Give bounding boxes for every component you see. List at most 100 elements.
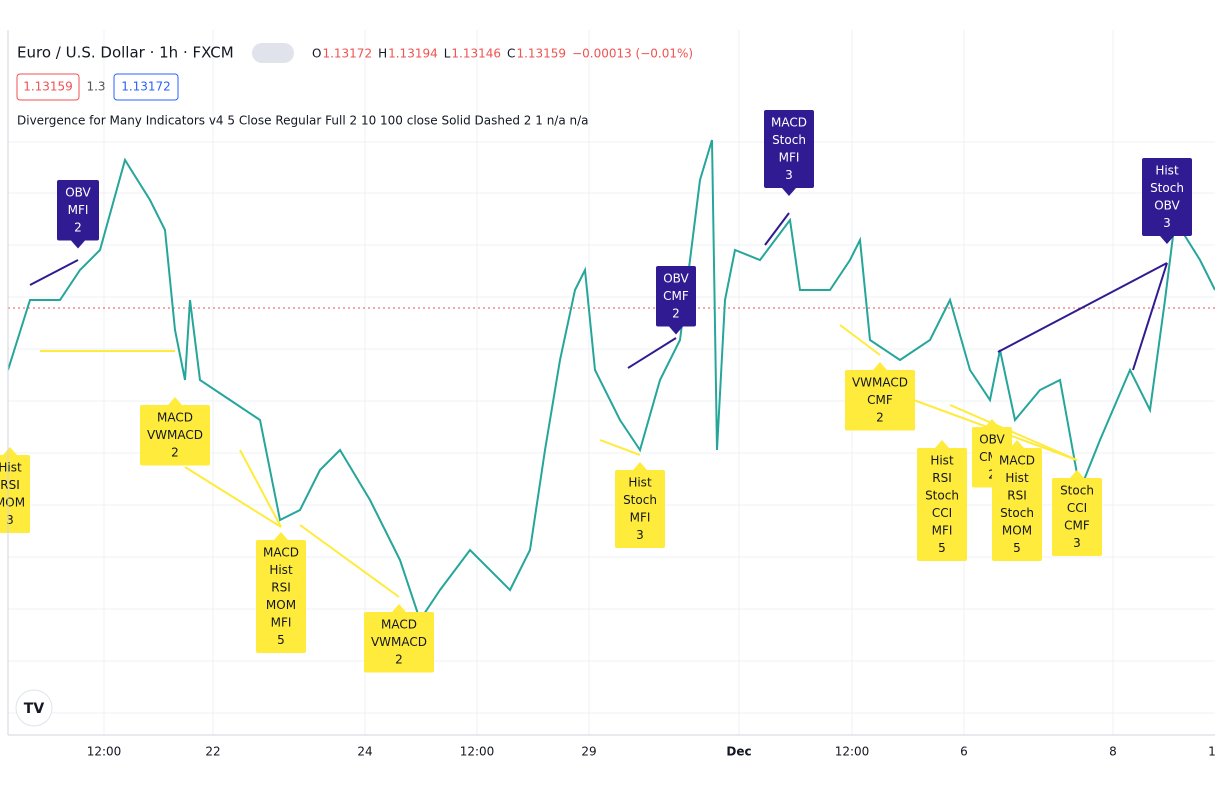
indicator-title[interactable]: Divergence for Many Indicators v4 5 Clos… xyxy=(17,114,589,128)
divergence-label: OBV CMF 2 xyxy=(656,266,696,335)
label-box xyxy=(992,448,1042,561)
divergence-label: OBV MFI 2 xyxy=(57,180,99,249)
label-pointer xyxy=(782,188,796,196)
label-text: 2 xyxy=(74,220,82,234)
time-label: 29 xyxy=(581,745,596,759)
grid xyxy=(8,30,1215,735)
label-box xyxy=(917,448,967,561)
ohlc-value: 1.13159 xyxy=(516,47,566,61)
label-text: Hist xyxy=(269,563,293,577)
label-text: 3 xyxy=(1163,216,1171,230)
bid: 1.13159 xyxy=(23,80,73,94)
time-axis: 12:00 22 24 12:00 29 Dec 12:00 6 8 1 xyxy=(87,745,1215,759)
ohlc-key: L xyxy=(444,47,451,61)
label-text: Hist xyxy=(0,460,22,474)
label-pointer xyxy=(1070,470,1084,478)
label-text: MFI xyxy=(68,203,89,217)
label-pointer xyxy=(71,240,85,249)
time-label: Dec xyxy=(726,745,751,759)
label-pointer xyxy=(935,440,949,448)
ohlc: O 1.13172 H 1.13194 L 1.13146 C 1.13159 xyxy=(312,47,566,61)
time-label: 6 xyxy=(960,745,968,759)
label-text: VWMACD xyxy=(147,428,203,442)
ohlc-value: 1.13146 xyxy=(451,47,501,61)
label-text: 3 xyxy=(6,513,14,527)
label-text: CMF xyxy=(1064,518,1090,532)
change: −0.00013 (−0.01%) xyxy=(572,47,693,61)
label-text: CMF xyxy=(867,393,893,407)
label-text: MOM xyxy=(1002,523,1032,537)
label-text: Stoch xyxy=(1060,483,1094,497)
time-label: 24 xyxy=(357,745,372,759)
label-text: VWMACD xyxy=(371,635,427,649)
label-text: 2 xyxy=(672,306,680,320)
label-text: CCI xyxy=(1067,501,1087,515)
label-box xyxy=(615,470,665,548)
label-box xyxy=(57,180,99,241)
label-box xyxy=(845,370,915,431)
label-box xyxy=(256,540,306,653)
label-text: MACD xyxy=(381,617,417,631)
label-text: 2 xyxy=(876,410,884,424)
time-label: 12:00 xyxy=(460,745,495,759)
label-text: MACD xyxy=(771,115,807,129)
label-text: RSI xyxy=(271,580,291,594)
label-box xyxy=(656,266,696,327)
label-box xyxy=(140,405,210,466)
divergence-label: MACD Stoch MFI 3 xyxy=(764,110,814,196)
symbol-title[interactable]: Euro / U.S. Dollar · 1h · FXCM xyxy=(17,44,234,62)
label-pointer xyxy=(274,532,288,540)
label-text: Stoch xyxy=(925,488,959,502)
label-pointer xyxy=(985,419,999,427)
label-text: 3 xyxy=(785,168,793,182)
ohlc-value: 1.13172 xyxy=(322,47,372,61)
label-pointer xyxy=(3,447,17,455)
label-text: 5 xyxy=(938,541,946,555)
ask: 1.13172 xyxy=(121,80,171,94)
divergence-label: MACD VWMACD 2 xyxy=(140,397,210,466)
ohlc-key: C xyxy=(507,47,515,61)
label-text: MACD xyxy=(999,453,1035,467)
label-text: MFI xyxy=(271,615,292,629)
divergence-lines xyxy=(29,212,1168,598)
label-text: Stoch xyxy=(623,493,657,507)
label-box xyxy=(764,110,814,188)
divergence-labels: OBV MFI 2 OBV CMF 2 MACD Stoch MFI 3 Hist Stoch OBV 3… xyxy=(0,110,1192,673)
label-text: Hist xyxy=(1005,471,1029,485)
label-pointer xyxy=(168,397,182,405)
ask-box[interactable] xyxy=(113,73,179,101)
divergence-label: Hist Stoch MFI 3 xyxy=(615,462,665,548)
divergence-label: MACD VWMACD 2 xyxy=(364,604,434,673)
label-text: Stoch xyxy=(772,133,806,147)
spread: 1.3 xyxy=(86,80,105,94)
bid-box[interactable] xyxy=(16,73,80,101)
label-text: 2 xyxy=(395,652,403,666)
divergence-label: Stoch CCI CMF 3 xyxy=(1052,470,1102,556)
label-text: 3 xyxy=(1073,536,1081,550)
svg-text:TV: TV xyxy=(24,701,45,717)
label-text: MACD xyxy=(263,545,299,559)
label-text: 2 xyxy=(171,445,179,459)
label-text: MACD xyxy=(157,410,193,424)
label-box xyxy=(364,612,434,673)
time-label: 8 xyxy=(1109,745,1117,759)
label-pointer xyxy=(633,462,647,470)
label-text: 5 xyxy=(277,633,285,647)
label-text: OBV xyxy=(1154,198,1180,212)
price-trace xyxy=(8,139,1215,623)
divergence-label: Hist RSI Stoch CCI MFI 5 xyxy=(917,440,967,561)
toggle[interactable] xyxy=(252,43,294,63)
label-text: OBV xyxy=(979,432,1005,446)
label-text: MFI xyxy=(779,150,800,164)
label-text: CCI xyxy=(932,506,952,520)
time-label: 22 xyxy=(205,745,220,759)
time-label: 1 xyxy=(1208,745,1215,759)
divergence-label: Hist Stoch OBV 3 xyxy=(1142,158,1192,244)
label-text: 5 xyxy=(1013,541,1021,555)
label-text: CMF xyxy=(663,289,689,303)
tv-logo: TV xyxy=(15,689,53,727)
label-text: Hist xyxy=(1155,163,1179,177)
label-box xyxy=(1052,478,1102,556)
divergence-label: MACD Hist RSI MOM MFI 5 xyxy=(256,532,306,653)
